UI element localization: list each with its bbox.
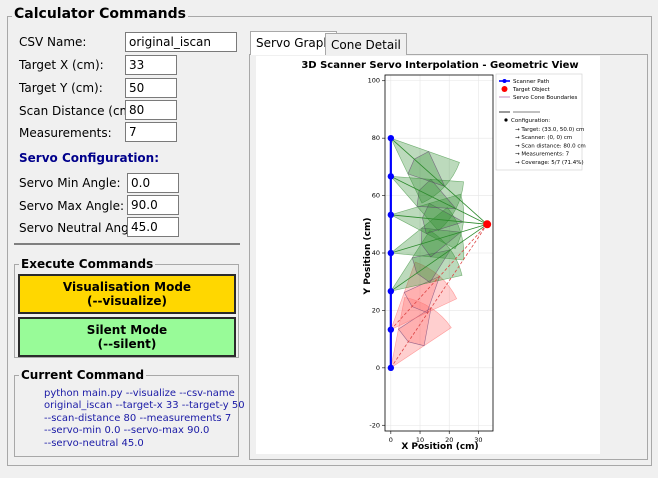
legend-config-line: → Coverage: 5/7 (71.4%) — [515, 160, 584, 166]
scanner-point — [387, 364, 395, 372]
y-tick-label: 60 — [372, 192, 380, 200]
legend-config-bullet — [504, 118, 508, 122]
scanner-point — [387, 326, 395, 333]
measurements-input[interactable]: 7 — [125, 122, 177, 142]
calculator-commands-frame — [7, 16, 652, 466]
visualisation-button-flag: (--visualize) — [87, 294, 167, 308]
target-line — [390, 224, 488, 330]
tab-cone-detail[interactable]: Cone Detail — [325, 33, 407, 55]
legend-config-line: → Target: (33.0, 50.0) cm — [515, 127, 584, 133]
y-tick-label: 80 — [372, 134, 380, 142]
target-x-input[interactable]: 33 — [125, 55, 177, 75]
servo-neutral-label: Servo Neutral Angle: — [19, 221, 144, 235]
legend-config-line: → Scan distance: 80.0 cm — [515, 143, 586, 149]
csv-name-input[interactable]: original_iscan — [125, 32, 237, 52]
visualisation-button-label: Visualisation Mode — [62, 280, 192, 294]
y-axis-label: Y Position (cm) — [363, 218, 373, 296]
scan-distance-input[interactable]: 80 — [125, 100, 177, 120]
visualisation-mode-button[interactable]: Visualisation Mode (--visualize) — [18, 274, 236, 314]
silent-button-label: Silent Mode — [86, 323, 168, 337]
scanner-point — [387, 173, 395, 180]
target-line — [390, 223, 488, 292]
scanner-point — [387, 287, 395, 295]
target-line — [390, 214, 488, 225]
target-x-label: Target X (cm): — [19, 58, 104, 72]
servo-graph-chart: 3D Scanner Servo Interpolation - Geometr… — [256, 56, 600, 454]
measurements-label: Measurements: — [19, 126, 112, 140]
x-tick-label: 20 — [445, 436, 453, 444]
target-point — [483, 220, 492, 229]
servo-cone-boundary — [398, 307, 432, 347]
servo-min-input[interactable]: 0.0 — [127, 173, 179, 193]
servo-config-title: Servo Configuration: — [19, 151, 160, 165]
scanner-point — [387, 134, 395, 142]
y-tick-label: 20 — [372, 306, 380, 314]
tab-servo-graph[interactable]: Servo Graph — [250, 31, 337, 55]
legend-label: Scanner Path — [513, 79, 550, 85]
legend-config-line: → Scanner: (0, 0) cm — [515, 135, 572, 141]
x-tick-label: 30 — [474, 436, 482, 444]
target-line — [390, 223, 488, 254]
servo-max-input[interactable]: 90.0 — [127, 195, 179, 215]
app-title: Calculator Commands — [12, 6, 188, 22]
servo-max-label: Servo Max Angle: — [19, 199, 125, 213]
target-line — [390, 175, 488, 225]
y-tick-label: 0 — [376, 364, 380, 372]
legend-label: Servo Cone Boundaries — [513, 95, 577, 101]
y-tick-label: 100 — [368, 77, 380, 85]
x-tick-label: 0 — [389, 436, 393, 444]
legend-config-line: → Measurements: 7 — [515, 152, 570, 158]
target-y-input[interactable]: 50 — [125, 78, 177, 98]
execute-title: Execute Commands — [19, 257, 156, 271]
legend-config-title: Configuration: — [511, 118, 550, 124]
legend-box — [495, 73, 583, 171]
legend-marker-path-dot — [502, 79, 507, 83]
silent-mode-button[interactable]: Silent Mode (--silent) — [18, 317, 236, 357]
servo-cone-boundary — [403, 275, 441, 314]
servo-neutral-input[interactable]: 45.0 — [127, 217, 179, 237]
silent-button-flag: (--silent) — [97, 337, 157, 351]
current-command-title: Current Command — [19, 368, 147, 382]
csv-name-label: CSV Name: — [19, 35, 87, 49]
current-command-text: python main.py --visualize --csv-name or… — [44, 388, 245, 449]
x-axis-label: X Position (cm) — [401, 442, 478, 452]
target-line — [390, 137, 488, 225]
plot-area: 0 10 20 30 -20 0 20 40 60 80 100 Scanner Path Target… — [368, 73, 586, 444]
divider — [14, 243, 240, 245]
x-tick-label: 10 — [416, 436, 424, 444]
target-line — [390, 224, 488, 369]
chart-title: 3D Scanner Servo Interpolation - Geometr… — [301, 60, 578, 71]
scanner-point — [387, 249, 395, 257]
scan-distance-label: Scan Distance (cm): — [19, 104, 140, 118]
target-y-label: Target Y (cm): — [19, 81, 103, 95]
legend-label: Target Object — [512, 87, 551, 93]
legend-marker-target — [501, 86, 508, 92]
servo-min-label: Servo Min Angle: — [19, 176, 121, 190]
y-tick-label: -20 — [369, 421, 380, 429]
y-tick-label: 40 — [372, 249, 380, 257]
scanner-point — [387, 211, 395, 219]
